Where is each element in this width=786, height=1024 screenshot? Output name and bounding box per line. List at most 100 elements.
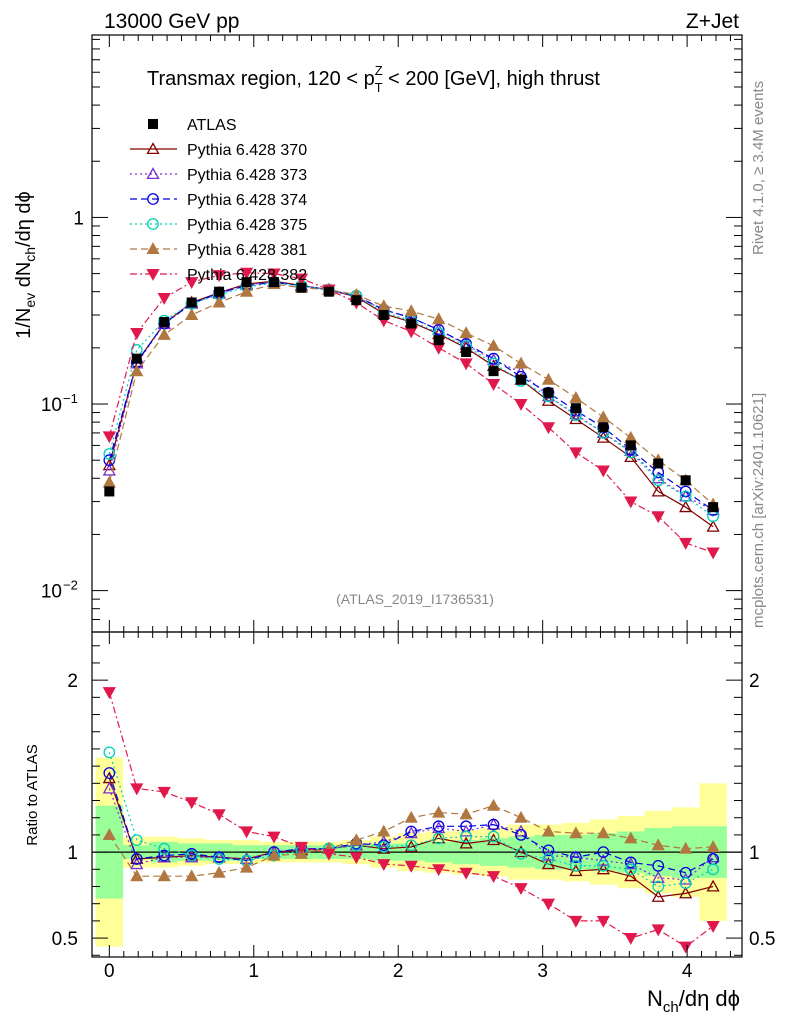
legend-label: Pythia 6.428 374 [187,192,307,209]
ratio-point [706,920,720,933]
legend: ATLAS Pythia 6.428 370 Pythia 6.428 373 Pyt… [130,117,307,284]
ratio-point [377,824,391,837]
ratio-y-tick-label: 0.5 [52,929,78,950]
series-point [239,284,254,297]
ratio-point [158,849,171,862]
ratio-point [157,786,171,799]
ratio-point [185,869,199,882]
ratio-point [597,859,610,872]
ratio-point [624,869,638,882]
ylabel-part3: /dη dϕ [13,191,35,247]
series-point [706,547,720,560]
ratio-point [679,877,692,889]
ratio-point [487,830,500,843]
legend-marker [147,218,159,230]
ratio-panel: 0.5 0.5 1 1 2 2 0 1 2 3 4 [52,631,775,982]
ratio-point [486,798,501,811]
data-point [406,318,417,329]
series-point [624,496,638,509]
legend-marker [146,167,160,180]
data-point [543,387,554,398]
ratio-point [652,880,665,893]
legend-label: Pythia 6.428 373 [187,167,307,184]
ratio-y-tick-label: 1 [67,843,78,864]
series-point [541,372,556,385]
ylabel-part1: 1/N [13,308,35,339]
series-point [459,326,473,339]
ratio-point [102,781,116,794]
rivet-label: Rivet 4.1.0, ≥ 3.4M events [750,81,767,255]
ratio-point [596,862,610,875]
ratio-point [377,859,391,871]
ratio-point [541,898,556,911]
series-point [679,490,692,503]
ratio-point [459,867,473,880]
series-point [267,268,281,281]
legend-marker [148,119,158,129]
ratio-point [515,829,527,841]
data-point [186,297,197,308]
y-tick-label: 1 [73,208,84,229]
ratio-y-tick-label-right: 2 [749,671,760,692]
ratio-line [108,752,714,888]
ratio-point [624,831,638,844]
ratio-point [486,817,501,830]
xlabel-rest: /dη dϕ [679,986,740,1011]
title-suffix: < 200 [GeV], high thrust [383,68,601,90]
xlabel-sub: ch [663,999,679,1016]
ratio-point [596,826,610,839]
ratio-point [706,840,720,852]
ratio-y-axis-label: Ratio to ATLAS [24,744,41,845]
data-point [241,277,252,288]
ratio-point [679,886,693,899]
data-point [104,486,115,497]
ratio-point [651,924,665,937]
series-point [514,356,528,369]
x-tick-label: 2 [393,961,404,982]
ylabel-part2: dN [13,262,35,293]
ratio-point [267,831,281,844]
legend-marker [146,268,160,281]
series-point [102,475,116,488]
series-point [706,519,720,532]
data-point [214,286,225,297]
ratio-point [570,859,582,872]
x-axis-label: Nch/dη dϕ [647,986,740,1016]
ratio-point [102,687,116,700]
ratio-point [569,915,583,928]
ratio-point [514,883,528,896]
ratio-point [432,832,445,845]
ratio-point [459,807,473,820]
ratio-point [514,845,528,858]
series-point [679,500,693,513]
ratio-point [377,841,390,853]
data-point [708,502,719,513]
series-point [185,308,199,321]
series-point [569,390,583,403]
series-point [157,327,171,340]
ratio-point [515,847,527,860]
ratio-point [679,841,693,854]
series-point [130,364,144,377]
ratio-point [514,810,528,823]
ratio-point [185,849,198,862]
legend-label: Pythia 6.428 375 [187,217,307,234]
ratio-point [405,825,418,838]
ratio-point [267,848,281,861]
ratio-y-tick-label-right: 0.5 [749,929,775,950]
ratio-point [130,783,144,796]
series-point [185,277,199,289]
ratio-line [108,788,714,881]
series-point [212,295,226,308]
ratio-point [707,863,719,876]
ylabel-sub1: ev [22,293,38,308]
series-point [652,474,665,487]
ratio-point [322,848,336,861]
ratio-point [349,833,363,846]
ratio-point [651,871,665,883]
ratio-point [596,853,610,866]
series-point [432,323,445,336]
data-point [433,335,444,346]
series-point [157,292,171,305]
